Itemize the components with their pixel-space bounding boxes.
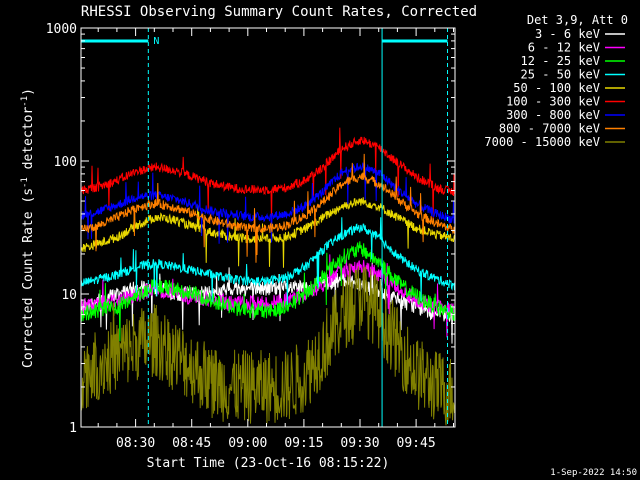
series-line-300-800-kev — [80, 160, 456, 244]
y-tick-label-1: 1 — [69, 421, 77, 436]
legend-label-50-100-kev: 50 - 100 keV — [513, 81, 600, 95]
axis-layer: 08:30 08:45 09:00 09:15 09:30 09:45 1 10 100 1000 — [46, 22, 455, 451]
legend-label-6-12-kev: 6 - 12 keV — [528, 41, 600, 55]
series-line-50-100-kev — [80, 197, 456, 268]
x-tick-label-09-45: 09:45 — [397, 436, 436, 451]
series-line-3-6-kev — [80, 262, 456, 344]
x-tick-label-08-45: 08:45 — [172, 436, 211, 451]
plot-frame — [80, 27, 456, 428]
x-tick-label-08-30: 08:30 — [116, 436, 155, 451]
series-line-100-300-kev — [80, 127, 456, 223]
legend-label-12-25-kev: 12 - 25 keV — [521, 54, 600, 68]
series-line-12-25-kev — [80, 241, 456, 342]
legend-title: Det 3,9, Att 0 — [527, 13, 628, 27]
series-line-7000-15000-kev — [80, 263, 456, 426]
y-tick-label-1000: 1000 — [46, 22, 77, 37]
y-tick-label-10: 10 — [61, 288, 77, 303]
annotation-n: N — [153, 36, 159, 47]
legend-label-300-800-kev: 300 - 800 keV — [506, 108, 600, 122]
y-tick-label-100: 100 — [54, 155, 77, 170]
x-tick-label-09-15: 09:15 — [284, 436, 323, 451]
x-tick-label-09-00: 09:00 — [228, 436, 267, 451]
series-layer — [80, 127, 456, 426]
y-axis-label: Corrected Count Rate (s-1 detector-1) — [20, 88, 36, 368]
legend-label-7000-15000-kev: 7000 - 15000 keV — [484, 135, 600, 149]
series-line-25-50-kev — [80, 217, 456, 305]
timestamp: 1-Sep-2022 14:50 — [550, 468, 637, 478]
chart-title: RHESSI Observing Summary Count Rates, Co… — [81, 4, 477, 20]
x-tick-label-09-30: 09:30 — [340, 436, 379, 451]
legend-label-100-300-kev: 100 - 300 keV — [506, 95, 600, 109]
series-line-800-7000-kev — [80, 153, 456, 263]
x-axis-label: Start Time (23-Oct-16 08:15:22) — [147, 456, 390, 471]
legend-label-3-6-kev: 3 - 6 keV — [535, 27, 600, 41]
legend-label-800-7000-kev: 800 - 7000 keV — [499, 122, 600, 136]
legend-label-25-50-kev: 25 - 50 keV — [521, 68, 600, 82]
